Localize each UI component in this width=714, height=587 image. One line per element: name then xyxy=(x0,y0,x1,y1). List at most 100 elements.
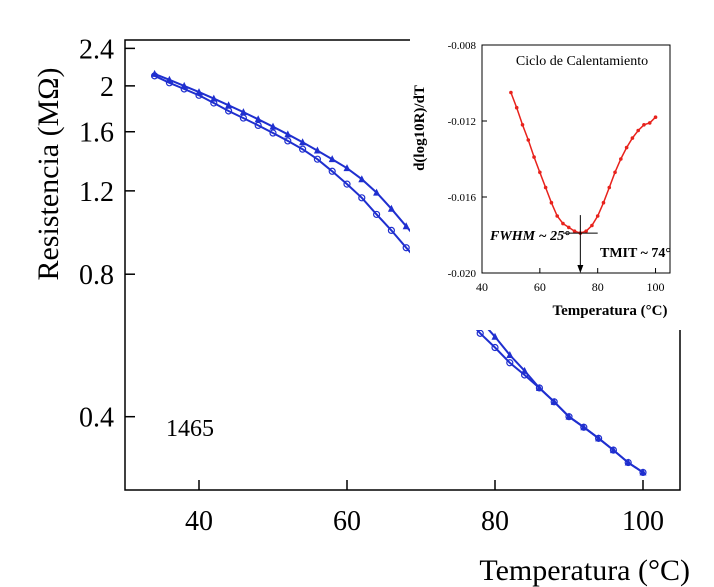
inset-data-point xyxy=(601,200,606,205)
inset-plot-frame xyxy=(481,44,671,274)
main-data-point xyxy=(239,108,247,116)
main-data-point xyxy=(535,383,543,391)
inset-arrow-head xyxy=(577,265,584,273)
main-series-2-line xyxy=(154,72,644,474)
main-data-point xyxy=(343,180,351,188)
inset-data-point xyxy=(624,145,629,150)
main-data-point xyxy=(491,332,499,340)
main-data-point xyxy=(225,101,233,109)
inset-data-point xyxy=(561,221,565,226)
main-data-point xyxy=(313,146,321,154)
inset-title: Ciclo de Calentamiento xyxy=(516,54,648,69)
main-data-point xyxy=(151,69,159,77)
main-data-point xyxy=(565,412,573,420)
main-data-point xyxy=(254,115,262,123)
inset-data-point xyxy=(636,128,640,133)
main-data-point xyxy=(595,434,603,442)
main-x-tick-label: 100 xyxy=(622,506,664,537)
inset-x-tick-label: 40 xyxy=(476,280,488,294)
main-y-tick-label: 1.6 xyxy=(79,118,114,149)
inset-x-tick-label: 60 xyxy=(534,280,546,294)
main-y-axis-label: Resistencia (MΩ) xyxy=(32,67,65,280)
inset-background xyxy=(410,30,688,330)
main-data-point xyxy=(254,121,262,130)
inset-y-axis-label: d(log10R)/dT xyxy=(412,85,428,171)
inset-x-tick-label: 80 xyxy=(592,280,604,294)
main-data-point xyxy=(521,366,529,374)
main-data-point xyxy=(195,88,203,96)
main-data-point xyxy=(358,194,366,202)
main-data-point xyxy=(269,122,277,130)
inset-data-point xyxy=(613,170,617,175)
main-x-tick-label: 40 xyxy=(185,506,213,537)
main-data-point xyxy=(328,155,336,163)
main-x-tick-label: 60 xyxy=(333,506,361,537)
main-y-tick-label: 0.8 xyxy=(79,260,114,291)
inset-data-point xyxy=(526,138,531,142)
inset-tmit-annotation: TMIT ~ 74° xyxy=(600,246,671,261)
main-y-tick-label: 2.4 xyxy=(79,34,114,65)
inset-series-line xyxy=(510,92,657,234)
main-data-point xyxy=(402,244,410,252)
inset-data-point xyxy=(509,90,513,95)
inset-data-point xyxy=(555,214,559,218)
inset-chart: 40 60 80 100 -0.008 -0.012 -0.016 -0.020 Ciclo… xyxy=(410,30,688,330)
main-x-tick-label: 80 xyxy=(481,506,509,537)
inset-fwhm-annotation: FWHM ~ 25° xyxy=(489,229,570,244)
inset-data-point xyxy=(538,170,542,175)
main-data-point xyxy=(491,343,499,352)
main-data-point xyxy=(609,446,617,454)
main-data-point xyxy=(387,204,395,212)
main-y-tick-label: 0.4 xyxy=(79,403,114,434)
main-data-point xyxy=(373,188,381,196)
inset-data-point xyxy=(520,123,525,127)
inset-data-point xyxy=(630,136,635,140)
main-annotation: 1465 xyxy=(166,416,214,442)
inset-x-tick-label: 100 xyxy=(647,280,665,294)
main-data-point xyxy=(313,155,321,163)
main-data-point xyxy=(165,75,173,83)
main-data-point xyxy=(210,94,218,102)
main-data-point xyxy=(550,397,558,405)
main-data-point xyxy=(639,468,647,476)
main-data-point xyxy=(506,359,514,367)
main-data-point xyxy=(358,175,366,183)
inset-data-point xyxy=(532,155,536,159)
main-data-point xyxy=(328,167,336,175)
inset-y-tick-label: -0.008 xyxy=(448,40,477,52)
main-x-axis-label: Temperatura (°C) xyxy=(479,554,690,587)
main-data-point xyxy=(402,222,410,230)
inset-data-point xyxy=(584,229,588,233)
inset-y-tick-label: -0.020 xyxy=(448,268,477,280)
inset-data-point xyxy=(607,185,612,190)
main-y-tick-label: 1.2 xyxy=(79,177,114,208)
main-data-point xyxy=(284,137,292,145)
inset-data-point xyxy=(647,121,652,125)
main-data-point xyxy=(299,145,307,153)
main-data-point xyxy=(269,129,277,137)
inset-data-point xyxy=(590,223,594,228)
main-chart: 40 60 80 100 0.4 0.8 1.2 1.6 2 2.4 1465 Temperat… xyxy=(32,34,690,587)
main-data-point xyxy=(580,423,588,431)
inset-data-point xyxy=(566,225,571,230)
main-data-point xyxy=(343,164,351,172)
inset-data-point xyxy=(543,185,548,190)
main-data-point xyxy=(624,458,632,466)
main-data-point xyxy=(387,226,395,235)
main-data-point xyxy=(476,329,484,337)
inset-data-point xyxy=(653,115,658,119)
inset-y-tick-label: -0.012 xyxy=(448,116,476,128)
main-data-point xyxy=(180,81,188,89)
main-y-tick-label: 2 xyxy=(100,72,114,103)
inset-data-point xyxy=(619,157,623,161)
main-data-point xyxy=(299,138,307,146)
inset-data-point xyxy=(514,105,519,110)
main-data-point xyxy=(506,350,514,358)
inset-x-axis-label: Temperatura (°C) xyxy=(552,303,667,319)
inset-data-point xyxy=(595,214,600,218)
main-data-point xyxy=(373,210,381,219)
inset-data-point xyxy=(642,123,646,127)
inset-y-tick-label: -0.016 xyxy=(448,192,477,204)
inset-data-point xyxy=(572,229,577,233)
